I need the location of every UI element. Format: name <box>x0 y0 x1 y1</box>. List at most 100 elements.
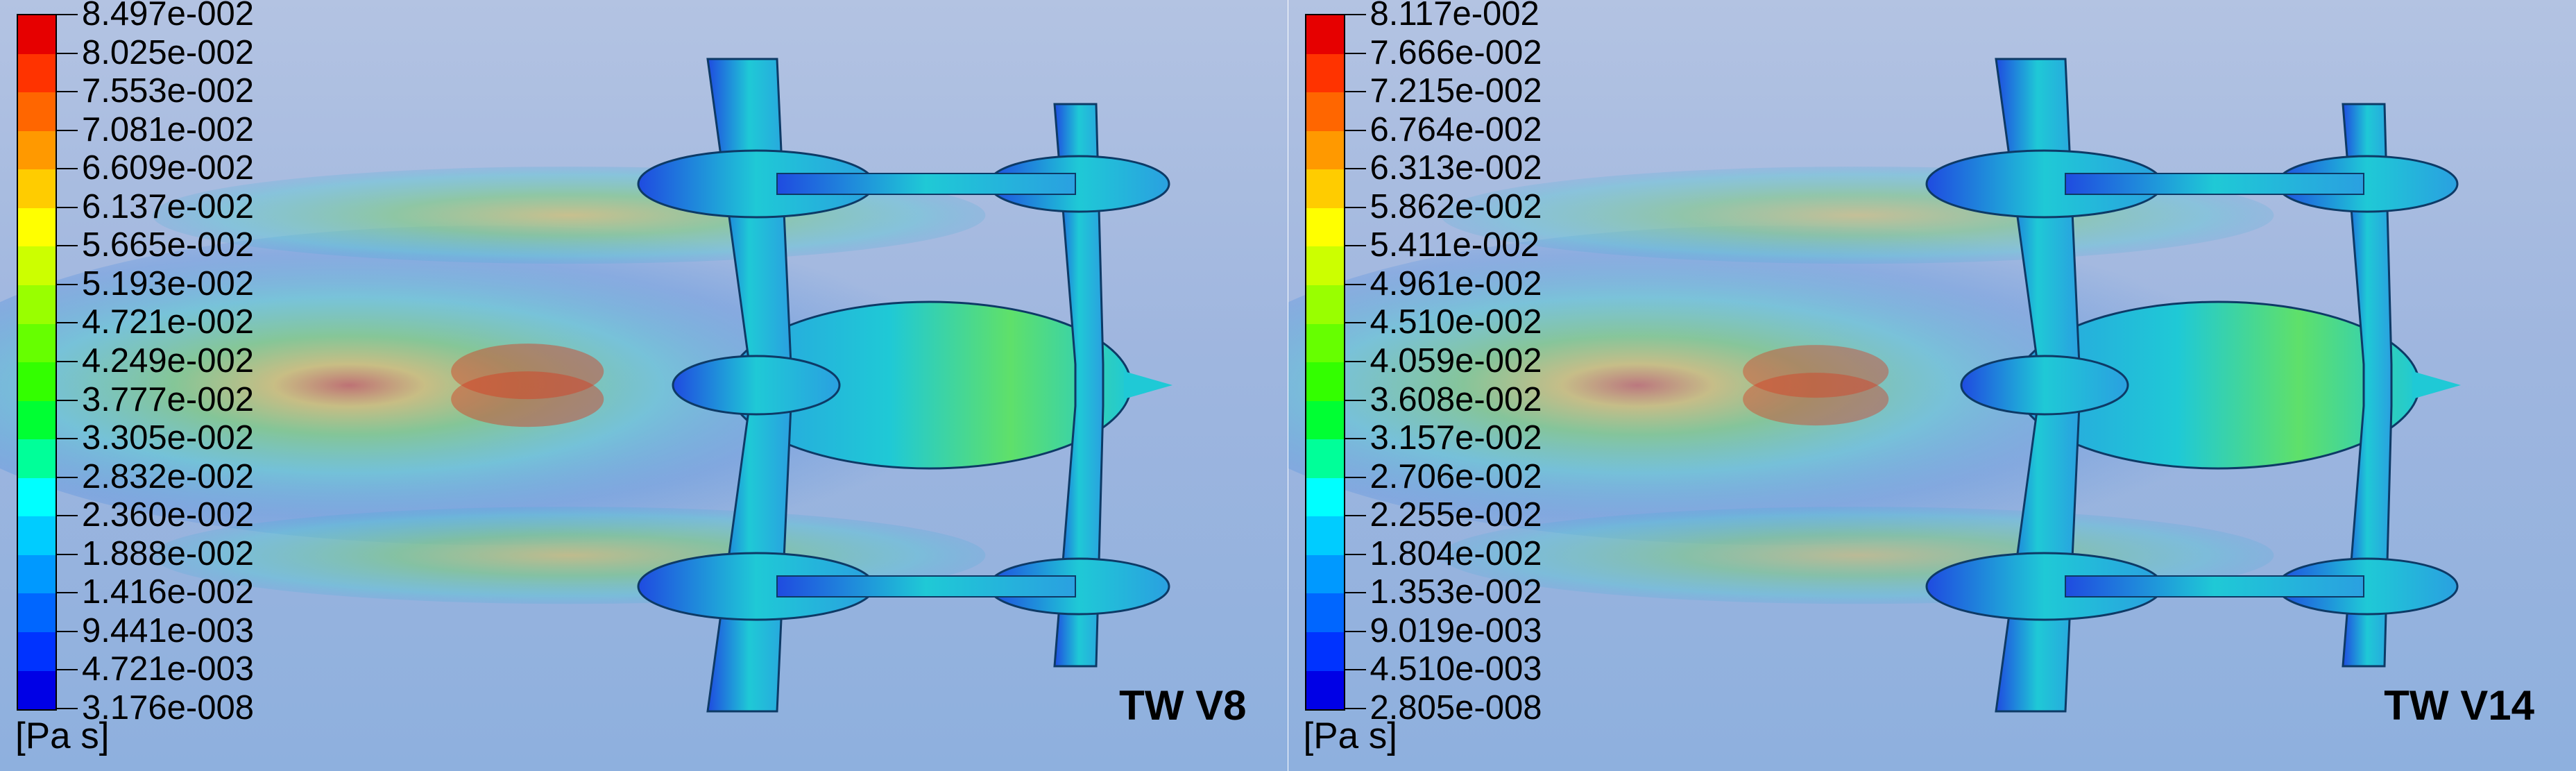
tick-line <box>1345 245 1366 246</box>
legend-value: 8.117e-002 <box>1370 0 1539 33</box>
colorbar-cell <box>18 516 56 555</box>
colorbar-cell <box>1306 478 1344 517</box>
colorbar-cell <box>18 169 56 208</box>
colorbar-cell <box>1306 516 1344 555</box>
tick-line <box>57 438 78 439</box>
tick-line <box>1345 284 1366 285</box>
legend-value: 8.025e-002 <box>82 33 254 72</box>
colorbar-cell <box>18 285 56 324</box>
legend-value: 6.764e-002 <box>1370 110 1542 149</box>
tick-line <box>1345 322 1366 323</box>
tick-line <box>1345 400 1366 401</box>
unit-label: [Pa s] <box>15 715 110 757</box>
tick-line <box>57 669 78 670</box>
colorbar-cell <box>18 401 56 440</box>
legend-value: 3.777e-002 <box>82 380 254 419</box>
legend-value: 1.416e-002 <box>82 573 254 611</box>
tick-line <box>57 14 78 15</box>
legend-value: 2.255e-002 <box>1370 495 1542 534</box>
colorbar-cell <box>18 246 56 285</box>
colorbar-cell <box>1306 439 1344 478</box>
tick-line <box>57 130 78 131</box>
legend-value: 1.804e-002 <box>1370 534 1542 573</box>
colorbar-cell <box>1306 285 1344 324</box>
unit-label: [Pa s] <box>1304 715 1398 757</box>
legend-value: 5.411e-002 <box>1370 226 1539 264</box>
legend-value: 7.081e-002 <box>82 110 254 149</box>
tick-line <box>57 322 78 323</box>
tick-line <box>1345 438 1366 439</box>
aircraft-surface <box>569 38 1193 732</box>
legend-value: 4.510e-003 <box>1370 650 1542 688</box>
tick-line <box>57 245 78 246</box>
tick-line <box>1345 477 1366 478</box>
tick-line <box>1345 168 1366 169</box>
colorbar-cell <box>1306 671 1344 710</box>
colorbar-cell <box>1306 92 1344 131</box>
colorbar <box>1305 14 1345 711</box>
color-legend: 8.117e-0027.666e-0027.215e-0026.764e-002… <box>1305 14 1592 711</box>
panel-tw-v14: 8.117e-0027.666e-0027.215e-0026.764e-002… <box>1288 0 2576 771</box>
legend-value: 7.553e-002 <box>82 71 254 110</box>
figure-row: 8.497e-0028.025e-0027.553e-0027.081e-002… <box>0 0 2576 771</box>
tick-line <box>1345 53 1366 54</box>
tick-line <box>1345 631 1366 632</box>
legend-value: 5.862e-002 <box>1370 187 1542 226</box>
colorbar-ticks <box>1345 14 1367 708</box>
legend-value: 5.193e-002 <box>82 264 254 303</box>
tick-line <box>1345 130 1366 131</box>
panel-tw-v8: 8.497e-0028.025e-0027.553e-0027.081e-002… <box>0 0 1288 771</box>
legend-value: 9.019e-003 <box>1370 611 1542 650</box>
tick-line <box>57 91 78 92</box>
tick-line <box>57 708 78 709</box>
legend-value: 2.706e-002 <box>1370 457 1542 496</box>
legend-value: 6.313e-002 <box>1370 149 1542 187</box>
tick-line <box>1345 361 1366 362</box>
colorbar-cell <box>18 324 56 363</box>
legend-value: 4.059e-002 <box>1370 341 1542 380</box>
legend-value: 3.305e-002 <box>82 418 254 457</box>
colorbar-cell <box>1306 401 1344 440</box>
panel-caption: TW V14 <box>2384 681 2534 729</box>
tick-line <box>57 592 78 593</box>
tick-line <box>57 400 78 401</box>
colorbar-cell <box>1306 555 1344 594</box>
tick-line <box>57 477 78 478</box>
legend-value: 1.888e-002 <box>82 534 254 573</box>
colorbar-cell <box>18 478 56 517</box>
tick-line <box>57 53 78 54</box>
tick-line <box>1345 14 1366 15</box>
legend-value: 5.665e-002 <box>82 226 254 264</box>
legend-value: 7.215e-002 <box>1370 71 1542 110</box>
tick-line <box>57 284 78 285</box>
colorbar-cell <box>18 632 56 671</box>
tick-line <box>57 361 78 362</box>
colorbar-labels: 8.497e-0028.025e-0027.553e-0027.081e-002… <box>82 14 304 708</box>
tick-line <box>1345 708 1366 709</box>
tick-line <box>57 631 78 632</box>
aircraft-surface <box>1857 38 2482 732</box>
colorbar <box>17 14 57 711</box>
legend-value: 9.441e-003 <box>82 611 254 650</box>
legend-value: 4.721e-003 <box>82 650 254 688</box>
colorbar-cell <box>1306 131 1344 170</box>
colorbar-cell <box>18 671 56 710</box>
colorbar-cell <box>1306 246 1344 285</box>
colorbar-cell <box>1306 632 1344 671</box>
legend-value: 2.360e-002 <box>82 495 254 534</box>
legend-value: 8.497e-002 <box>82 0 254 33</box>
colorbar-cell <box>18 131 56 170</box>
colorbar-cell <box>18 92 56 131</box>
colorbar-cell <box>18 593 56 632</box>
tick-line <box>1345 592 1366 593</box>
colorbar-cell <box>18 15 56 54</box>
legend-value: 7.666e-002 <box>1370 33 1542 72</box>
colorbar-cell <box>18 54 56 93</box>
panel-caption: TW V8 <box>1119 681 1246 729</box>
legend-value: 1.353e-002 <box>1370 573 1542 611</box>
tick-line <box>1345 91 1366 92</box>
color-legend: 8.497e-0028.025e-0027.553e-0027.081e-002… <box>17 14 304 711</box>
legend-value: 6.137e-002 <box>82 187 254 226</box>
tick-line <box>1345 669 1366 670</box>
colorbar-cell <box>1306 593 1344 632</box>
